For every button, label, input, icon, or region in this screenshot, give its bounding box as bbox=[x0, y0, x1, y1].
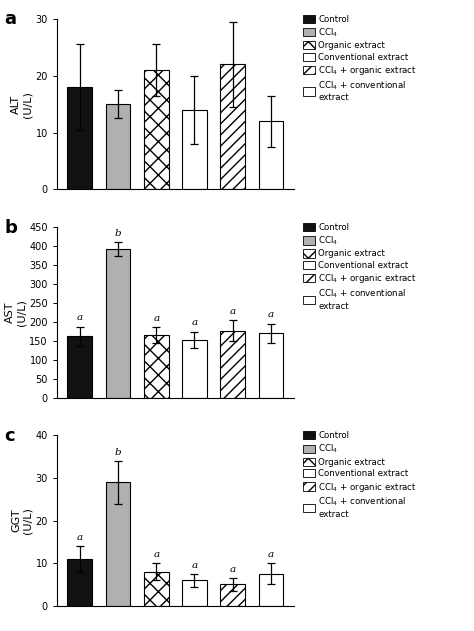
Text: b: b bbox=[115, 228, 121, 238]
Text: a: a bbox=[268, 310, 274, 319]
Bar bbox=[220, 584, 245, 606]
Bar bbox=[258, 121, 283, 189]
Text: a: a bbox=[77, 533, 83, 542]
Text: c: c bbox=[5, 427, 15, 445]
Bar bbox=[144, 335, 169, 398]
Text: a: a bbox=[153, 314, 159, 323]
Bar bbox=[220, 64, 245, 189]
Bar bbox=[144, 572, 169, 606]
Text: a: a bbox=[191, 560, 198, 570]
Bar bbox=[67, 559, 92, 606]
Text: a: a bbox=[230, 565, 236, 574]
Text: a: a bbox=[77, 314, 83, 322]
Bar bbox=[220, 331, 245, 398]
Bar bbox=[258, 574, 283, 606]
Bar bbox=[144, 70, 169, 189]
Bar bbox=[67, 336, 92, 398]
Text: a: a bbox=[5, 11, 17, 28]
Bar bbox=[182, 581, 207, 606]
Y-axis label: ALT
(U/L): ALT (U/L) bbox=[11, 91, 33, 117]
Bar bbox=[106, 249, 130, 398]
Y-axis label: GGT
(U/L): GGT (U/L) bbox=[11, 507, 33, 534]
Bar bbox=[258, 333, 283, 398]
Bar bbox=[67, 87, 92, 189]
Text: a: a bbox=[153, 550, 159, 559]
Legend: Control, CCl$_4$, Organic extract, Conventional extract, CCl$_4$ + organic extra: Control, CCl$_4$, Organic extract, Conve… bbox=[303, 223, 417, 310]
Legend: Control, CCl$_4$, Organic extract, Conventional extract, CCl$_4$ + organic extra: Control, CCl$_4$, Organic extract, Conve… bbox=[303, 15, 417, 102]
Text: b: b bbox=[5, 218, 18, 237]
Legend: Control, CCl$_4$, Organic extract, Conventional extract, CCl$_4$ + organic extra: Control, CCl$_4$, Organic extract, Conve… bbox=[303, 431, 417, 519]
Text: a: a bbox=[268, 550, 274, 559]
Bar bbox=[106, 482, 130, 606]
Text: b: b bbox=[115, 447, 121, 457]
Bar bbox=[106, 104, 130, 189]
Bar bbox=[182, 340, 207, 398]
Bar bbox=[182, 110, 207, 189]
Text: a: a bbox=[191, 319, 198, 327]
Text: a: a bbox=[230, 307, 236, 316]
Y-axis label: AST
(U/L): AST (U/L) bbox=[5, 299, 27, 326]
